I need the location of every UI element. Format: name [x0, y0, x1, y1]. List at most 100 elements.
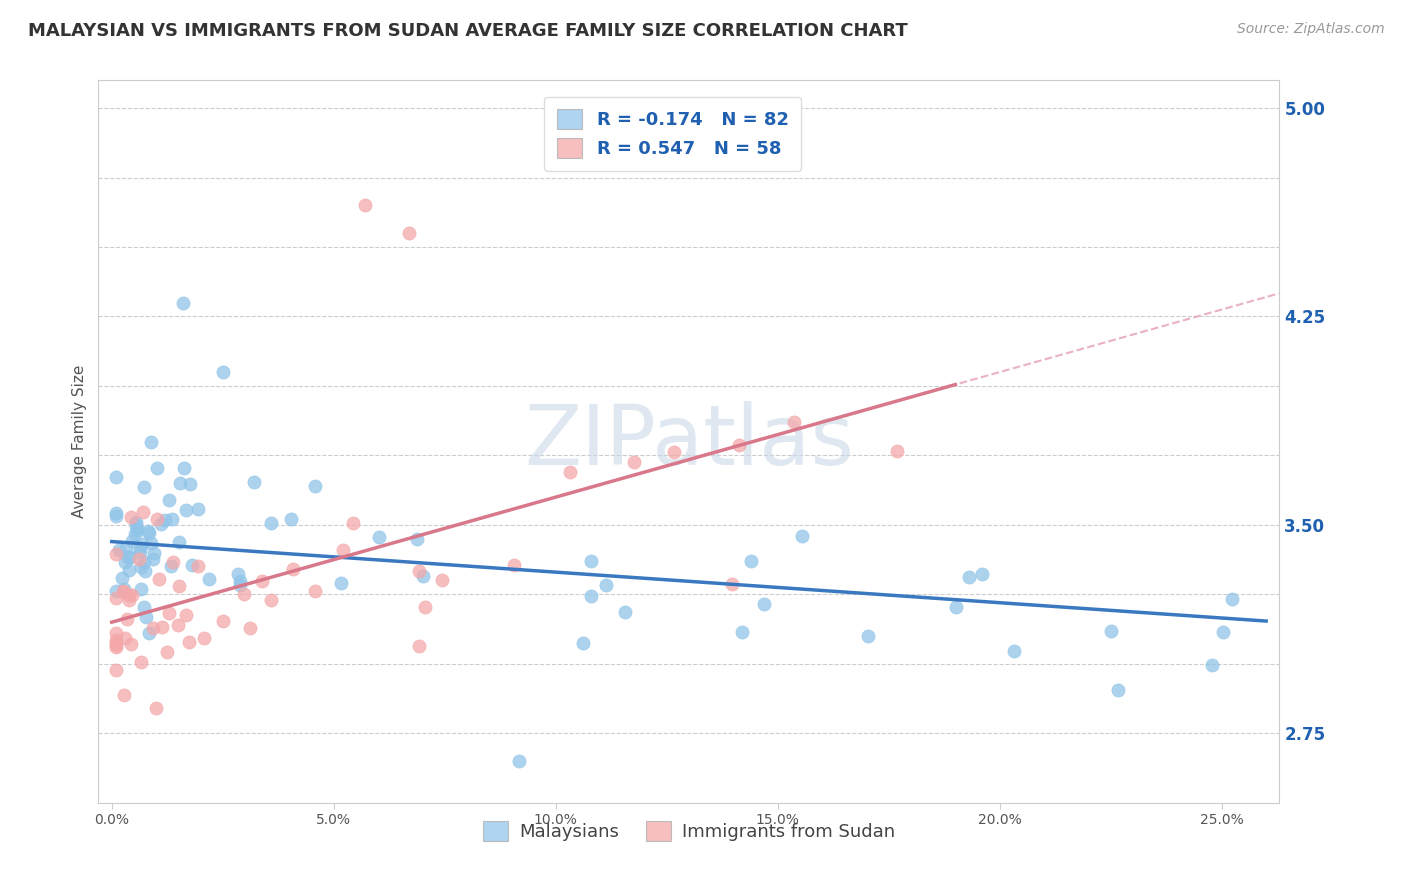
Point [177, 635, 200, 649]
Point [398, 226, 420, 240]
Point [121, 588, 143, 602]
Point [430, 573, 453, 587]
Point [145, 701, 167, 715]
Point [118, 588, 141, 602]
Point [156, 645, 179, 659]
Point [132, 555, 155, 569]
Point [114, 555, 136, 569]
Text: MALAYSIAN VS IMMIGRANTS FROM SUDAN AVERAGE FAMILY SIZE CORRELATION CHART: MALAYSIAN VS IMMIGRANTS FROM SUDAN AVERA… [28, 22, 908, 40]
Point [125, 523, 148, 537]
Point [972, 566, 994, 581]
Point [413, 600, 436, 615]
Point [782, 415, 804, 429]
Point [187, 502, 209, 516]
Point [167, 618, 190, 632]
Legend: Malaysians, Immigrants from Sudan: Malaysians, Immigrants from Sudan [475, 814, 903, 848]
Point [131, 582, 153, 596]
Point [148, 572, 170, 586]
Point [304, 479, 326, 493]
Point [721, 577, 744, 591]
Point [105, 591, 128, 606]
Point [613, 605, 636, 619]
Point [128, 552, 150, 566]
Point [118, 550, 141, 565]
Point [105, 469, 128, 483]
Point [117, 550, 139, 565]
Text: ZIPatlas: ZIPatlas [524, 401, 853, 482]
Point [169, 475, 191, 490]
Point [260, 593, 283, 607]
Point [105, 663, 128, 677]
Point [129, 545, 152, 559]
Point [181, 558, 204, 572]
Point [886, 444, 908, 458]
Point [1002, 644, 1025, 658]
Point [136, 524, 159, 539]
Point [141, 536, 163, 550]
Point [572, 636, 595, 650]
Point [211, 365, 233, 379]
Point [174, 607, 197, 622]
Point [149, 516, 172, 531]
Point [117, 611, 139, 625]
Point [142, 552, 165, 566]
Point [159, 559, 181, 574]
Point [111, 571, 134, 585]
Point [260, 516, 283, 531]
Point [112, 584, 135, 599]
Point [174, 503, 197, 517]
Point [332, 542, 354, 557]
Point [105, 625, 128, 640]
Point [1099, 624, 1122, 638]
Point [111, 584, 134, 599]
Point [142, 621, 165, 635]
Point [162, 512, 184, 526]
Point [595, 578, 617, 592]
Point [108, 543, 131, 558]
Point [560, 466, 582, 480]
Point [134, 600, 156, 615]
Point [118, 593, 141, 607]
Point [143, 546, 166, 560]
Point [105, 640, 128, 655]
Point [125, 515, 148, 529]
Point [112, 688, 135, 702]
Point [1107, 682, 1129, 697]
Point [169, 534, 191, 549]
Point [131, 536, 153, 550]
Point [1220, 592, 1243, 607]
Point [957, 570, 980, 584]
Point [179, 476, 201, 491]
Point [105, 508, 128, 523]
Point [105, 632, 128, 647]
Point [503, 558, 526, 572]
Point [1201, 658, 1223, 673]
Point [105, 636, 128, 650]
Point [105, 584, 128, 599]
Point [856, 629, 879, 643]
Point [105, 638, 128, 652]
Point [114, 632, 136, 646]
Point [135, 610, 157, 624]
Point [120, 637, 142, 651]
Point [141, 435, 163, 450]
Point [105, 506, 128, 520]
Point [197, 572, 219, 586]
Point [162, 555, 184, 569]
Point [408, 564, 430, 578]
Point [120, 509, 142, 524]
Point [728, 438, 751, 452]
Point [406, 532, 429, 546]
Point [129, 560, 152, 574]
Point [239, 621, 262, 635]
Point [129, 655, 152, 669]
Point [138, 626, 160, 640]
Point [226, 566, 249, 581]
Point [187, 559, 209, 574]
Point [579, 554, 602, 568]
Point [283, 561, 305, 575]
Point [112, 582, 135, 596]
Point [193, 631, 215, 645]
Point [118, 563, 141, 577]
Point [250, 574, 273, 589]
